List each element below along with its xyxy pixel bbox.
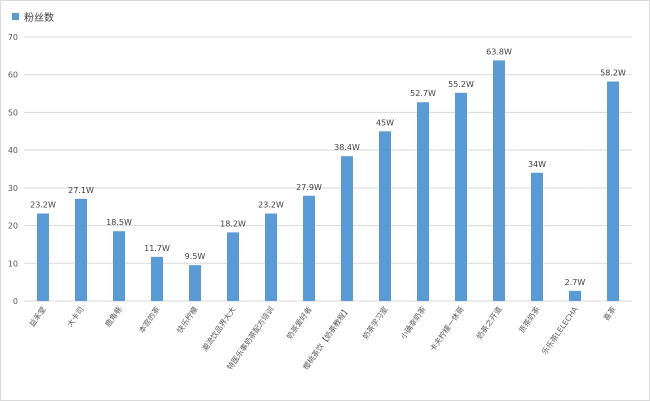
x-tick-label: 鹿角巷 — [103, 304, 124, 329]
bar — [303, 195, 315, 301]
data-label: 34W — [528, 160, 546, 169]
bar — [151, 256, 163, 301]
data-label: 38.4W — [334, 143, 360, 152]
y-tick-label: 20 — [8, 222, 18, 231]
bar — [569, 290, 581, 301]
data-label: 9.5W — [185, 252, 206, 261]
bar — [531, 172, 543, 301]
bar — [417, 102, 429, 301]
bar — [227, 232, 239, 301]
y-axis-ticks: 0 10 20 30 40 50 60 70 — [8, 33, 18, 306]
data-label: 27.9W — [296, 183, 322, 192]
data-label: 52.7W — [410, 89, 436, 98]
data-label: 45W — [376, 118, 394, 127]
data-label: 18.5W — [106, 218, 132, 227]
y-tick-label: 40 — [8, 146, 18, 155]
data-label: 23.2W — [30, 201, 56, 210]
y-tick-label: 10 — [8, 259, 18, 268]
x-tick-label: 大卡司 — [65, 304, 86, 328]
y-tick-label: 50 — [8, 108, 18, 117]
data-label: 11.7W — [144, 244, 170, 253]
data-label: 55.2W — [448, 80, 474, 89]
grid-layer — [24, 36, 632, 302]
bar — [75, 198, 87, 301]
bar — [37, 213, 49, 301]
x-tick-label: 奶茶学习室 — [360, 304, 390, 341]
data-label: 27.1W — [68, 186, 94, 195]
bar — [493, 60, 505, 301]
bar — [607, 81, 619, 301]
legend-swatch — [12, 13, 19, 20]
y-tick-label: 60 — [8, 71, 18, 80]
x-tick-label: 贡茶奶茶 — [516, 304, 542, 335]
legend: 粉丝数 — [12, 9, 54, 24]
bar — [265, 213, 277, 301]
data-label: 18.2W — [220, 219, 246, 228]
x-tick-label: 卡夫柠檬一休哥 — [427, 304, 466, 353]
y-tick-label: 70 — [8, 33, 18, 42]
data-labels: 23.2W 27.1W 18.5W 11.7W 9.5W 18.2W 23.2W 27.9W 3… — [30, 47, 626, 286]
bar — [189, 265, 201, 301]
x-tick-label: 奶茶之开道 — [474, 304, 504, 341]
data-label: 58.2W — [600, 69, 626, 78]
y-tick-label: 0 — [13, 297, 18, 306]
x-tick-label: 益禾堂 — [27, 304, 48, 329]
data-label: 63.8W — [486, 47, 512, 56]
x-tick-label: 奶茶爱好者 — [284, 304, 314, 341]
bar — [455, 92, 467, 302]
y-tick-label: 30 — [8, 184, 18, 193]
x-tick-label: 小确幸奶茶 — [398, 304, 428, 341]
x-tick-label: 本宫的茶 — [136, 304, 162, 335]
bar — [379, 131, 391, 301]
legend-label: 粉丝数 — [24, 13, 54, 24]
data-label: 2.7W — [565, 278, 586, 287]
bar — [113, 231, 125, 301]
data-label: 23.2W — [258, 201, 284, 210]
bars — [37, 60, 619, 302]
x-tick-label: 喜茶 — [601, 304, 618, 322]
x-tick-label: 快乐柠檬 — [174, 304, 200, 335]
x-tick-label: 乐乐茶LELECHA — [539, 304, 580, 357]
x-tick-label: 潮流饮品界大大 — [199, 304, 238, 353]
bar — [341, 156, 353, 301]
